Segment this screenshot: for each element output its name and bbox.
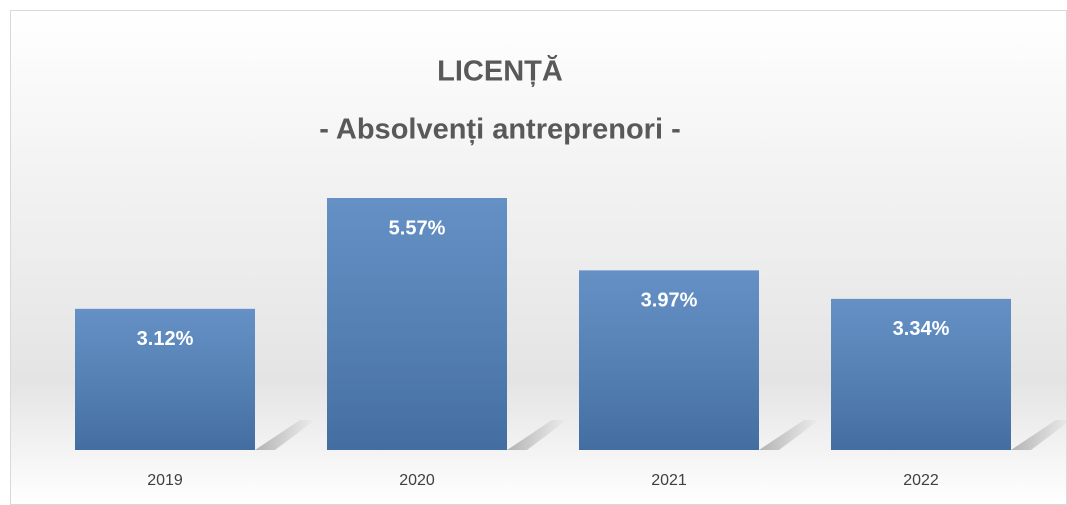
bar-shade — [579, 270, 759, 450]
value-label: 3.97% — [641, 290, 698, 312]
bar-shadow — [759, 420, 819, 450]
x-tick-label: 2020 — [399, 472, 435, 489]
bar-shadow — [255, 420, 315, 450]
x-tick-label: 2019 — [147, 472, 183, 489]
value-label: 5.57% — [389, 217, 446, 239]
bar-shade — [75, 308, 255, 450]
chart-title: LICENȚĂ — [437, 55, 563, 88]
bar-shadow — [1011, 420, 1067, 450]
bar-shadow — [507, 420, 567, 450]
value-label: 3.34% — [893, 318, 950, 340]
bar-shade — [327, 198, 507, 450]
x-tick-label: 2022 — [903, 472, 939, 489]
x-tick-label: 2021 — [651, 472, 687, 489]
chart-subtitle: - Absolvenți antreprenori - — [319, 114, 680, 146]
value-label: 3.12% — [137, 328, 194, 350]
bar-shade — [831, 298, 1011, 450]
